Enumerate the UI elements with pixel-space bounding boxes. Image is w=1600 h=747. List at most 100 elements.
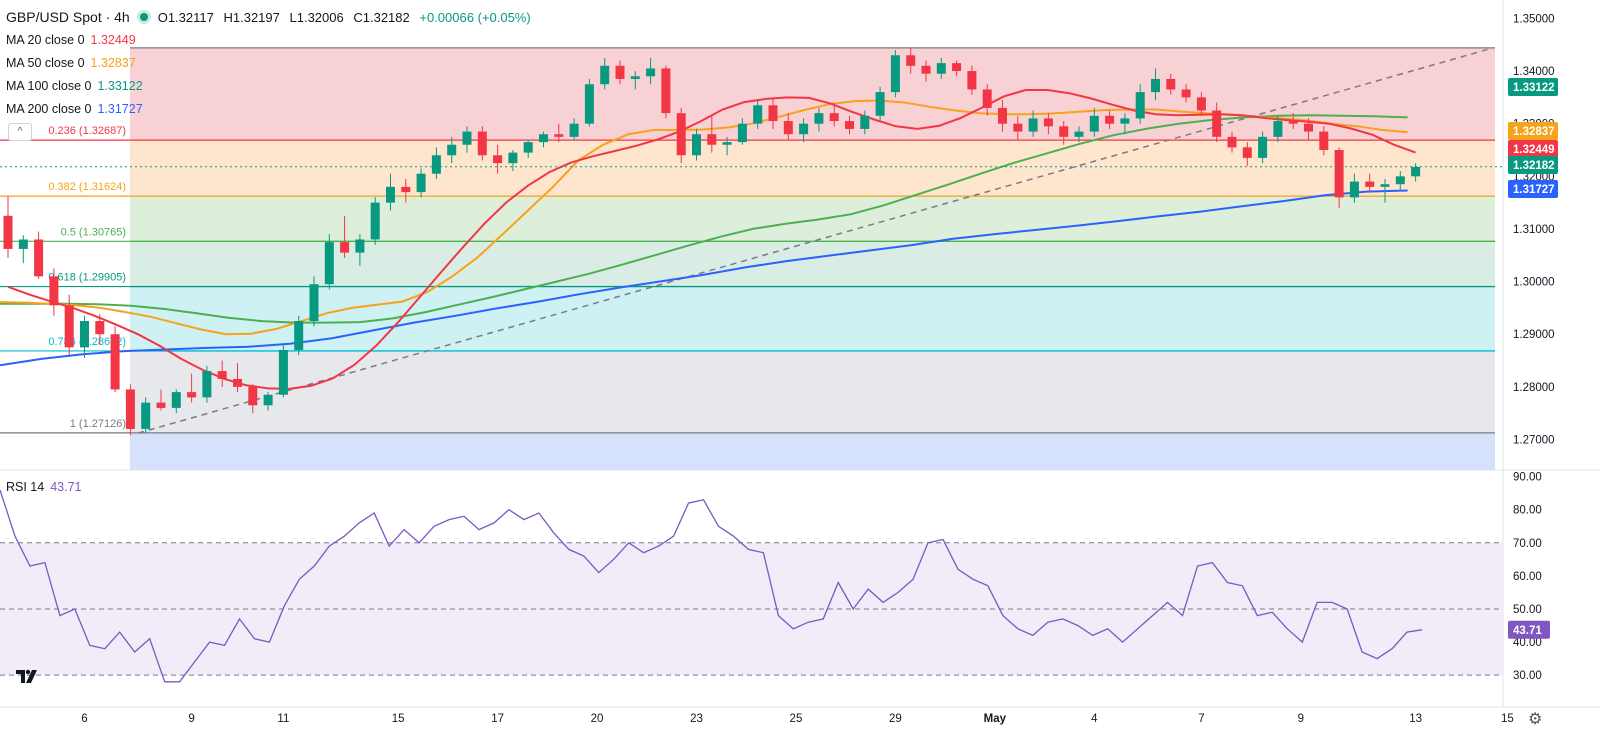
candle-body[interactable]	[1043, 118, 1053, 127]
candle-body[interactable]	[707, 134, 717, 145]
candle-body[interactable]	[340, 242, 350, 253]
candle-body[interactable]	[1395, 176, 1405, 185]
candle-body[interactable]	[233, 378, 242, 387]
candle-body[interactable]	[187, 392, 197, 398]
candle-body[interactable]	[539, 134, 548, 143]
rsi-legend[interactable]: RSI 14 43.71	[6, 480, 82, 494]
candle-body[interactable]	[829, 113, 839, 122]
candle-body[interactable]	[646, 68, 656, 77]
candle-body[interactable]	[1059, 126, 1069, 137]
candle-body[interactable]	[1334, 150, 1344, 198]
candle-body[interactable]	[80, 321, 89, 348]
fib-zone[interactable]	[130, 286, 1495, 351]
fib-zone[interactable]	[130, 196, 1495, 242]
candle-body[interactable]	[890, 55, 900, 93]
rsi-line[interactable]	[0, 489, 1423, 683]
candle-body[interactable]	[967, 71, 977, 90]
candle-body[interactable]	[110, 334, 120, 390]
candle-body[interactable]	[1028, 118, 1038, 132]
candle-body[interactable]	[431, 155, 441, 174]
candle-body[interactable]	[921, 65, 931, 74]
candle-body[interactable]	[1227, 136, 1237, 148]
candle-body[interactable]	[875, 92, 885, 116]
ma200-legend[interactable]: MA 200 close 0 1.31727	[6, 102, 143, 116]
candle-body[interactable]	[1258, 136, 1268, 158]
candle-body[interactable]	[477, 131, 487, 156]
tradingview-logo[interactable]	[14, 666, 44, 686]
candle-body[interactable]	[34, 239, 44, 277]
settings-gear-icon[interactable]: ⚙	[1528, 711, 1543, 728]
candle-body[interactable]	[324, 242, 334, 285]
candle-body[interactable]	[753, 105, 763, 124]
fib-zone[interactable]	[130, 47, 1495, 141]
candle-body[interactable]	[1288, 121, 1298, 124]
candle-body[interactable]	[416, 173, 426, 193]
candle-body[interactable]	[447, 144, 457, 156]
candle-body[interactable]	[936, 63, 946, 74]
candle-body[interactable]	[814, 113, 824, 124]
candle-body[interactable]	[1349, 181, 1359, 198]
candle-body[interactable]	[125, 389, 135, 429]
candle-body[interactable]	[860, 115, 870, 129]
fib-zone[interactable]	[130, 140, 1495, 197]
symbol-title[interactable]: GBP/USD Spot · 4h	[6, 9, 130, 25]
candle-body[interactable]	[141, 402, 151, 429]
candle-body[interactable]	[64, 305, 74, 348]
candle-body[interactable]	[737, 123, 747, 143]
candle-body[interactable]	[661, 68, 671, 114]
candle-body[interactable]	[952, 63, 962, 72]
candle-body[interactable]	[845, 121, 854, 129]
candle-body[interactable]	[156, 402, 166, 408]
candle-body[interactable]	[998, 107, 1007, 124]
candle-body[interactable]	[630, 76, 640, 79]
candle-body[interactable]	[171, 392, 181, 408]
candle-body[interactable]	[18, 239, 28, 249]
fib-zone[interactable]	[130, 241, 1495, 287]
candle-body[interactable]	[263, 394, 273, 406]
candle-body[interactable]	[1196, 97, 1206, 111]
candle-body[interactable]	[1166, 78, 1176, 90]
candle-body[interactable]	[1319, 131, 1329, 150]
candle-body[interactable]	[799, 123, 809, 135]
candle-body[interactable]	[493, 155, 503, 164]
fib-zone[interactable]	[130, 432, 1495, 470]
collapse-legend-button[interactable]: ^	[8, 123, 32, 141]
candle-body[interactable]	[1074, 131, 1084, 137]
candle-body[interactable]	[355, 239, 365, 253]
candle-body[interactable]	[3, 215, 13, 249]
candle-body[interactable]	[1242, 147, 1252, 158]
candle-body[interactable]	[768, 105, 778, 122]
candle-body[interactable]	[1181, 89, 1191, 98]
candle-body[interactable]	[294, 321, 304, 350]
candle-body[interactable]	[1304, 123, 1313, 132]
ma20-legend[interactable]: MA 20 close 0 1.32449	[6, 33, 136, 47]
candle-body[interactable]	[1013, 123, 1023, 132]
candle-body[interactable]	[584, 84, 594, 124]
candle-body[interactable]	[554, 134, 564, 137]
candle-body[interactable]	[600, 65, 610, 85]
candle-body[interactable]	[508, 152, 518, 164]
candle-body[interactable]	[906, 55, 916, 66]
candle-body[interactable]	[309, 284, 319, 322]
candle-body[interactable]	[370, 202, 380, 240]
candle-body[interactable]	[1151, 78, 1160, 93]
candle-body[interactable]	[462, 131, 472, 145]
candle-body[interactable]	[1105, 115, 1115, 124]
candle-body[interactable]	[1380, 184, 1390, 187]
candle-body[interactable]	[722, 142, 732, 145]
candle-body[interactable]	[1089, 115, 1099, 132]
candle-body[interactable]	[217, 371, 227, 379]
candle-body[interactable]	[1212, 110, 1222, 137]
fib-zone[interactable]	[130, 350, 1495, 433]
candle-body[interactable]	[278, 350, 288, 395]
candle-body[interactable]	[1411, 166, 1421, 177]
candle-body[interactable]	[202, 371, 212, 398]
ma100-legend[interactable]: MA 100 close 0 1.33122	[6, 79, 143, 93]
candle-body[interactable]	[676, 113, 686, 156]
candle-body[interactable]	[615, 65, 625, 79]
candle-body[interactable]	[783, 121, 793, 135]
candle-body[interactable]	[569, 123, 579, 137]
candle-body[interactable]	[523, 142, 533, 153]
ma50-legend[interactable]: MA 50 close 0 1.32837	[6, 56, 136, 70]
